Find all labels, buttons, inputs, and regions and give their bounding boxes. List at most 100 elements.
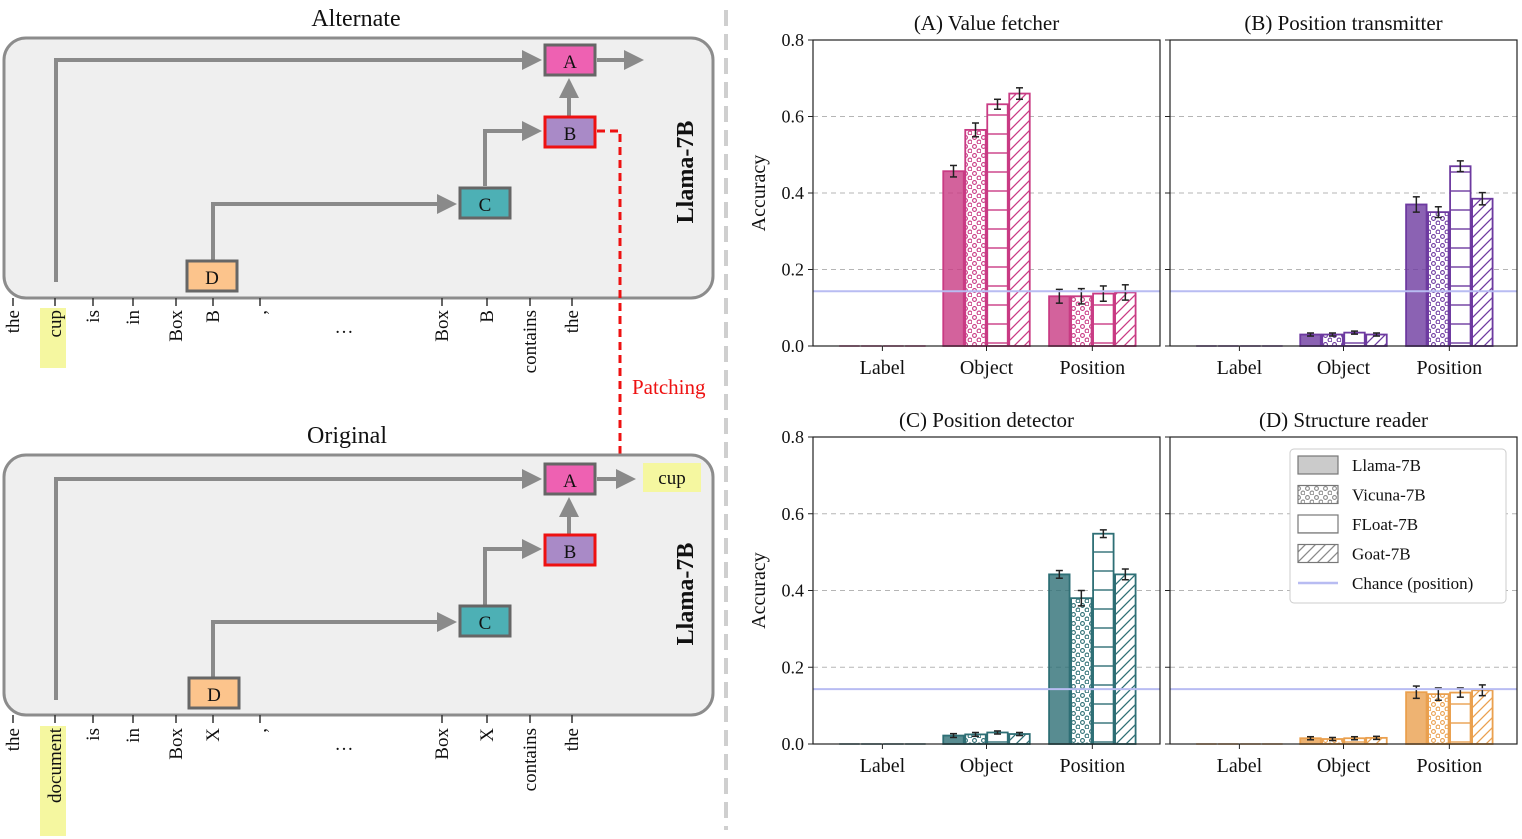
bar [1471, 197, 1494, 347]
token: is [83, 728, 104, 741]
token: , [250, 310, 271, 315]
chart-title: (A) Value fetcher [914, 11, 1059, 35]
chart-panel: Label Object Position (C) Position detector… [748, 408, 1161, 777]
legend-label: Chance (position) [1352, 574, 1473, 593]
arrow-c-to-b [483, 539, 542, 606]
token: B [477, 310, 498, 323]
legend: Llama-7B Vicuna-7B FLoat-7B Goat-7B Chance (… [1289, 448, 1507, 604]
token: contains [520, 310, 541, 373]
token: in [123, 728, 144, 743]
y-tick-label: 0.2 [782, 657, 805, 677]
token: Box [166, 310, 187, 342]
legend-label: Goat-7B [1352, 545, 1411, 564]
bar [1427, 211, 1450, 347]
alternate-token-ticks [12, 298, 573, 306]
token: document [45, 727, 66, 803]
original-node-a [543, 462, 597, 496]
bar [942, 170, 965, 347]
y-tick-label: 0.0 [782, 336, 805, 356]
token: X [203, 728, 224, 742]
original-token-ticks [12, 715, 573, 723]
y-tick-label: 0.8 [782, 30, 805, 50]
alternate-tokens: the cup is in Box B , … Box B contains t… [3, 310, 583, 374]
original-tokens: the document is in Box X , … Box X conta… [3, 727, 583, 803]
bar [1070, 597, 1093, 745]
chart-title: (D) Structure reader [1259, 408, 1428, 432]
y-tick-label: 0.2 [782, 260, 805, 280]
x-tick-label: Object [960, 357, 1014, 379]
token: the [562, 728, 583, 751]
original-diagram: Original Llama-7B A B C D cup [2, 423, 715, 836]
bar [1471, 689, 1494, 745]
chart-panel: Label Object Position (A) Value fetcher 0.0 0… [748, 11, 1161, 379]
original-token-highlight [40, 726, 66, 836]
chart-title: (C) Position detector [899, 408, 1074, 432]
y-tick-label: 0.4 [782, 581, 805, 601]
original-model-label: Llama-7B [673, 543, 699, 646]
x-tick-label: Position [1060, 755, 1126, 777]
token: Box [432, 728, 453, 760]
arrow-c-to-b [483, 121, 542, 186]
arrow-token-to-a [54, 469, 542, 700]
original-node-a-label: A [563, 471, 577, 492]
token: is [83, 310, 104, 323]
y-tick-label: 0.6 [782, 107, 805, 127]
alternate-title: Alternate [311, 6, 400, 32]
bar [964, 128, 987, 347]
legend-swatch [1297, 455, 1339, 475]
diagram: Alternate Llama-7B A B C D [2, 6, 715, 836]
y-axis-label: Accuracy [748, 155, 770, 232]
output-token: cup [658, 468, 685, 489]
alternate-model-label: Llama-7B [673, 121, 699, 224]
alternate-node-a-label: A [563, 52, 577, 73]
y-tick-label: 0.4 [782, 183, 805, 203]
token: , [250, 728, 271, 733]
original-node-d [187, 676, 241, 710]
token: cup [45, 310, 66, 337]
alternate-node-c [458, 186, 512, 220]
legend-label: Llama-7B [1352, 456, 1421, 475]
bar [1048, 573, 1071, 745]
legend-box [1289, 448, 1507, 604]
chart-panel: Label Object Position (D) Structure reader L… [1165, 408, 1518, 777]
x-tick-label: Object [1317, 755, 1371, 777]
alternate-node-b [543, 115, 597, 149]
bar [1008, 92, 1031, 347]
token: Box [166, 728, 187, 760]
x-tick-label: Position [1060, 357, 1126, 379]
arrow-token-to-a [54, 50, 542, 282]
original-node-b [543, 533, 597, 567]
alternate-node-b-label: B [564, 124, 577, 145]
arrow-d-to-c [211, 612, 457, 678]
bar [1405, 203, 1428, 347]
legend-label: Vicuna-7B [1352, 486, 1426, 505]
legend-swatch [1297, 514, 1339, 534]
original-node-b-label: B [564, 542, 577, 563]
x-tick-label: Position [1417, 357, 1483, 379]
y-tick-label: 0.6 [782, 504, 805, 524]
token: contains [520, 728, 541, 791]
bar [1449, 165, 1472, 347]
alternate-diagram: Alternate Llama-7B A B C D [2, 6, 715, 374]
alternate-node-c-label: C [479, 195, 492, 216]
original-node-c [458, 604, 512, 638]
x-tick-label: Label [1217, 357, 1263, 379]
chart-title: (B) Position transmitter [1244, 11, 1442, 35]
bar [1092, 532, 1115, 745]
original-title: Original [307, 423, 387, 449]
x-tick-label: Object [960, 755, 1014, 777]
legend-swatch [1297, 543, 1339, 564]
x-tick-label: Label [860, 755, 906, 777]
y-tick-label: 0.0 [782, 734, 805, 754]
bar [1449, 691, 1472, 745]
token: Box [432, 310, 453, 342]
alternate-node-d [185, 259, 239, 293]
token: the [3, 728, 24, 751]
token: B [203, 310, 224, 323]
token: … [335, 317, 354, 338]
y-axis-label: Accuracy [748, 552, 770, 629]
arrow-d-to-c [211, 194, 457, 260]
token: … [335, 734, 354, 755]
output-highlight [643, 463, 701, 492]
